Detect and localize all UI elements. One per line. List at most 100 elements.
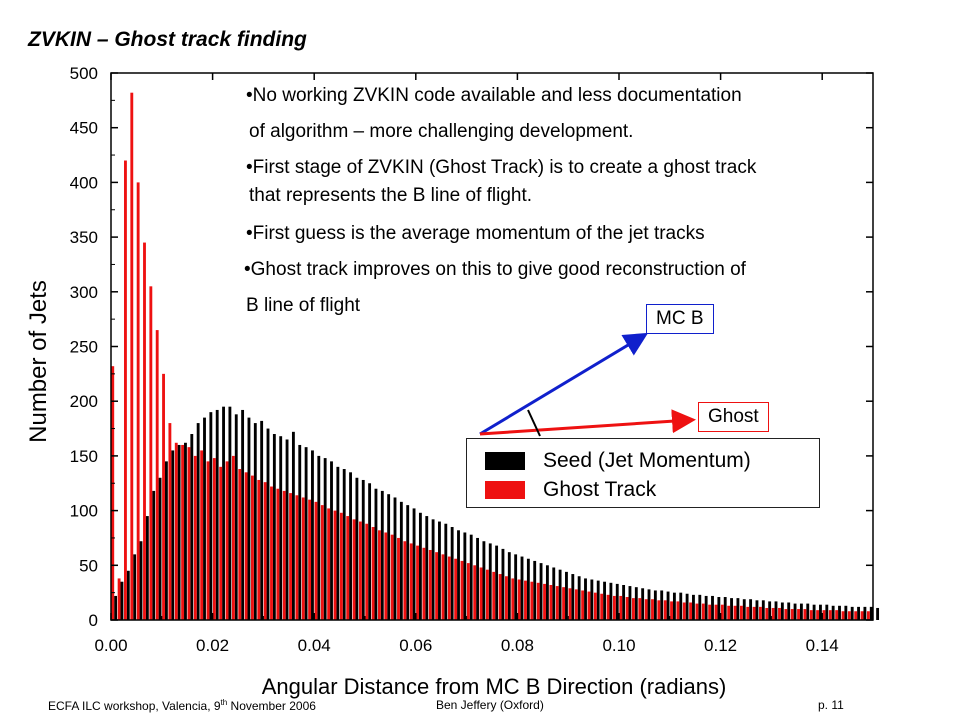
ghost-bar bbox=[625, 597, 629, 620]
bullet-line-1: •No working ZVKIN code available and les… bbox=[246, 85, 742, 106]
seed-bar bbox=[476, 537, 479, 620]
ghost-bar bbox=[378, 530, 381, 620]
seed-bar bbox=[692, 594, 695, 620]
ghost-bar bbox=[581, 590, 585, 620]
seed-bar bbox=[177, 444, 181, 620]
mcb-label: MC B bbox=[646, 304, 714, 334]
ghost-bar bbox=[739, 605, 743, 620]
ghost-bar bbox=[682, 602, 686, 620]
legend-label-ghost: Ghost Track bbox=[543, 478, 657, 501]
seed-bar bbox=[596, 580, 600, 620]
seed-bar bbox=[190, 434, 194, 620]
ghost-bar bbox=[492, 571, 496, 620]
seed-bar bbox=[488, 543, 492, 620]
seed-bar bbox=[717, 597, 721, 620]
seed-bar bbox=[272, 434, 276, 620]
bullet-line-3: •First stage of ZVKIN (Ghost Track) is t… bbox=[246, 157, 757, 178]
ghost-bar bbox=[333, 510, 337, 620]
seed-bar bbox=[209, 412, 213, 620]
ghost-bar bbox=[117, 578, 121, 620]
ghost-bar bbox=[460, 560, 464, 620]
seed-bar bbox=[552, 567, 556, 620]
ghost-bar bbox=[816, 610, 820, 620]
ghost-bar bbox=[574, 589, 578, 620]
x-tick-label: 0.06 bbox=[399, 636, 432, 655]
chart-legend: Seed (Jet Momentum) Ghost Track bbox=[466, 438, 820, 508]
ghost-bar bbox=[251, 475, 254, 620]
seed-bar bbox=[114, 595, 118, 620]
ghost-bar bbox=[562, 587, 566, 620]
seed-bar bbox=[152, 490, 156, 620]
bullet-line-5: •First guess is the average momentum of … bbox=[246, 223, 705, 244]
x-tick-label: 0.14 bbox=[806, 636, 839, 655]
seed-bar bbox=[819, 604, 822, 620]
footer-left-post: November 2006 bbox=[227, 699, 316, 713]
bars-layer bbox=[111, 92, 880, 620]
seed-bar bbox=[380, 490, 384, 620]
seed-bar bbox=[622, 584, 626, 620]
ghost-bar bbox=[866, 611, 870, 620]
seed-bar bbox=[247, 417, 251, 620]
ghost-bar bbox=[587, 591, 591, 620]
seed-bar bbox=[279, 436, 283, 620]
ghost-bar bbox=[632, 598, 635, 620]
ghost-bar bbox=[727, 605, 731, 620]
seed-bar bbox=[438, 521, 441, 620]
bullet-line-6: •Ghost track improves on this to give go… bbox=[244, 259, 746, 280]
seed-bar bbox=[336, 466, 340, 620]
ghost-bar bbox=[663, 600, 667, 620]
seed-bar bbox=[260, 420, 264, 620]
ghost-bar bbox=[638, 598, 642, 620]
seed-bar bbox=[787, 602, 791, 620]
seed-bar bbox=[584, 578, 587, 620]
ghost-bar bbox=[308, 499, 312, 620]
seed-bar bbox=[387, 494, 391, 620]
x-tick-label: 0.12 bbox=[704, 636, 737, 655]
ghost-bar bbox=[752, 606, 756, 620]
seed-bar bbox=[342, 469, 346, 620]
seed-bar bbox=[615, 583, 619, 620]
seed-bar bbox=[565, 571, 568, 620]
seed-bar bbox=[374, 488, 378, 620]
seed-bar bbox=[215, 409, 219, 620]
seed-bar bbox=[120, 581, 124, 620]
ghost-bar bbox=[854, 611, 858, 620]
seed-bar bbox=[520, 556, 524, 620]
seed-bar bbox=[418, 512, 422, 620]
ghost-bar bbox=[200, 450, 204, 620]
ghost-bar bbox=[466, 563, 470, 620]
seed-bar bbox=[349, 472, 352, 620]
seed-bar bbox=[749, 599, 753, 620]
y-tick-label: 200 bbox=[70, 392, 98, 411]
ghost-bar bbox=[225, 461, 229, 620]
ghost-bar bbox=[733, 605, 737, 620]
ghost-bar bbox=[847, 611, 851, 620]
seed-bar bbox=[634, 587, 638, 620]
seed-bar bbox=[266, 428, 270, 620]
ghost-bar bbox=[409, 543, 413, 620]
ghost-bar bbox=[174, 442, 178, 620]
ghost-bar bbox=[352, 519, 356, 620]
legend-label-seed: Seed (Jet Momentum) bbox=[543, 449, 751, 472]
ghost-bar bbox=[212, 458, 216, 620]
ghost-bar bbox=[714, 604, 718, 620]
seed-bar bbox=[768, 601, 772, 620]
ghost-bar bbox=[543, 583, 546, 620]
seed-bar bbox=[412, 508, 416, 620]
ghost-bar bbox=[657, 600, 661, 620]
ghost-bar bbox=[168, 423, 172, 620]
seed-bar bbox=[361, 479, 365, 620]
seed-bar bbox=[133, 554, 137, 620]
ghost-bar bbox=[428, 549, 432, 620]
ghost-bar bbox=[111, 366, 115, 620]
seed-bar bbox=[825, 604, 829, 620]
seed-bar bbox=[450, 527, 454, 620]
ghost-bar bbox=[479, 567, 483, 620]
legend-item-seed: Seed (Jet Momentum) bbox=[485, 449, 751, 472]
legend-swatch-seed bbox=[485, 452, 525, 470]
ghost-bar bbox=[244, 472, 248, 620]
ghost-bar bbox=[536, 582, 540, 620]
ghost-bar bbox=[746, 606, 750, 620]
seed-bar bbox=[780, 602, 784, 620]
ghost-bar bbox=[390, 534, 394, 620]
